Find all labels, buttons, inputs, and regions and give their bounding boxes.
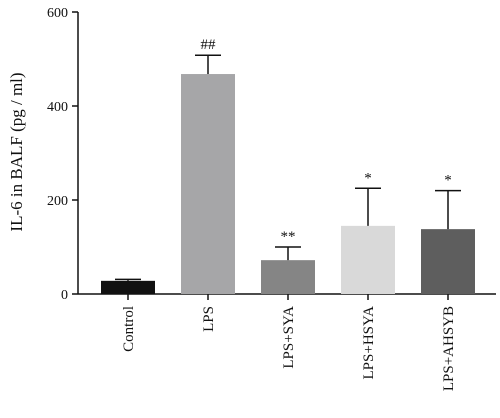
bar (181, 74, 235, 294)
significance-marker: * (444, 173, 452, 189)
x-tick-label: LPS+SYA (281, 306, 297, 369)
y-tick-label: 0 (61, 288, 68, 303)
bar (261, 260, 315, 294)
x-axis (78, 293, 496, 300)
significance-markers: ##*** * (201, 37, 452, 245)
significance-marker: * (364, 170, 372, 186)
x-tick-label: Control (121, 306, 137, 352)
bar (341, 225, 395, 294)
y-tick-label: 600 (47, 6, 68, 21)
y-axis-label: IL-6 in BALF (pg / ml) (7, 72, 26, 231)
significance-marker: ** (281, 229, 296, 245)
y-tick-label: 200 (47, 194, 68, 209)
error-bars (115, 54, 461, 281)
x-tick-label: LPS+HSYA (361, 306, 377, 380)
bar (101, 280, 155, 294)
category-labels: Control LPS LPS+SYA LPS+HSYA LPS+AHSYB (121, 306, 457, 391)
significance-marker: ## (201, 37, 217, 53)
x-tick-label: LPS (201, 306, 217, 332)
y-axis: 0 200 400 600 (47, 6, 79, 303)
bar (421, 229, 475, 294)
x-tick-label: LPS+AHSYB (441, 306, 457, 391)
y-tick-label: 400 (47, 100, 68, 115)
bars (101, 74, 475, 294)
